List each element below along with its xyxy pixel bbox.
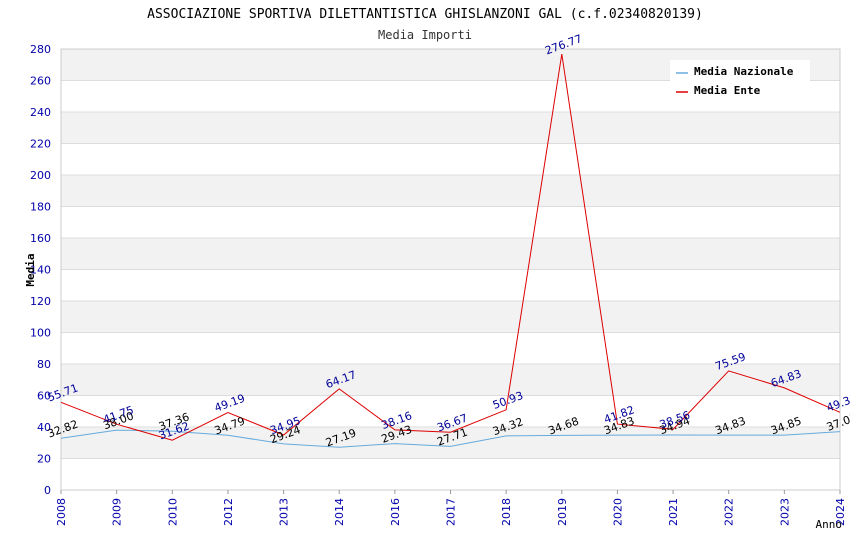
x-tick-label: 2023 bbox=[778, 498, 791, 526]
x-tick-label: 2008 bbox=[55, 498, 68, 526]
x-tick-label: 2020 bbox=[611, 498, 624, 526]
x-axis-label: Anno bbox=[816, 518, 843, 531]
legend-box bbox=[670, 60, 810, 104]
chart-title: ASSOCIAZIONE SPORTIVA DILETTANTISTICA GH… bbox=[147, 7, 703, 22]
series-line-media-ente bbox=[60, 54, 841, 441]
y-axis-ticks: 0 20 40 60 80 100 120 140 160 180 200 220 240 260 280 bbox=[30, 43, 51, 497]
grid-band bbox=[61, 175, 840, 207]
legend-label-nazionale: Media Nazionale bbox=[694, 65, 794, 78]
grid-band bbox=[61, 112, 840, 144]
chart-subtitle: Media Importi bbox=[378, 28, 472, 42]
legend-label-ente: Media Ente bbox=[694, 84, 761, 97]
y-axis-label: Media bbox=[24, 253, 37, 286]
y-tick-label: 40 bbox=[37, 421, 51, 434]
y-tick-label: 140 bbox=[30, 264, 51, 277]
grid-band bbox=[61, 301, 840, 333]
y-tick-label: 80 bbox=[37, 358, 51, 371]
y-tick-label: 240 bbox=[30, 106, 51, 119]
legend: Media Nazionale Media Ente bbox=[670, 60, 810, 104]
y-tick-label: 260 bbox=[30, 75, 51, 88]
y-tick-label: 60 bbox=[37, 390, 51, 403]
x-tick-label: 2018 bbox=[500, 498, 513, 526]
y-tick-label: 280 bbox=[30, 43, 51, 56]
x-tick-label: 2013 bbox=[278, 498, 291, 526]
grid-band bbox=[61, 238, 840, 270]
x-tick-label: 2014 bbox=[333, 498, 346, 526]
y-tick-label: 160 bbox=[30, 232, 51, 245]
x-tick-label: 2017 bbox=[445, 498, 458, 526]
y-tick-label: 0 bbox=[44, 484, 51, 497]
y-tick-label: 220 bbox=[30, 138, 51, 151]
y-tick-label: 120 bbox=[30, 295, 51, 308]
x-tick-label: 2019 bbox=[556, 498, 569, 526]
x-tick-label: 2021 bbox=[667, 498, 680, 526]
x-axis-ticks: 2008 2009 2010 2012 2013 2014 2016 2017 2018 2019… bbox=[55, 490, 847, 526]
x-tick-label: 2024 bbox=[834, 498, 847, 526]
y-tick-label: 20 bbox=[37, 453, 51, 466]
x-tick-label: 2010 bbox=[166, 498, 179, 526]
x-tick-label: 2022 bbox=[723, 498, 736, 526]
x-tick-label: 2016 bbox=[389, 498, 402, 526]
grid-bands bbox=[61, 49, 840, 459]
series-line-media-nazionale bbox=[60, 429, 841, 448]
series-lines bbox=[60, 54, 841, 448]
y-tick-label: 180 bbox=[30, 201, 51, 214]
y-tick-label: 100 bbox=[30, 327, 51, 340]
y-tick-label: 200 bbox=[30, 169, 51, 182]
x-tick-label: 2012 bbox=[222, 498, 235, 526]
x-tick-label: 2009 bbox=[111, 498, 124, 526]
